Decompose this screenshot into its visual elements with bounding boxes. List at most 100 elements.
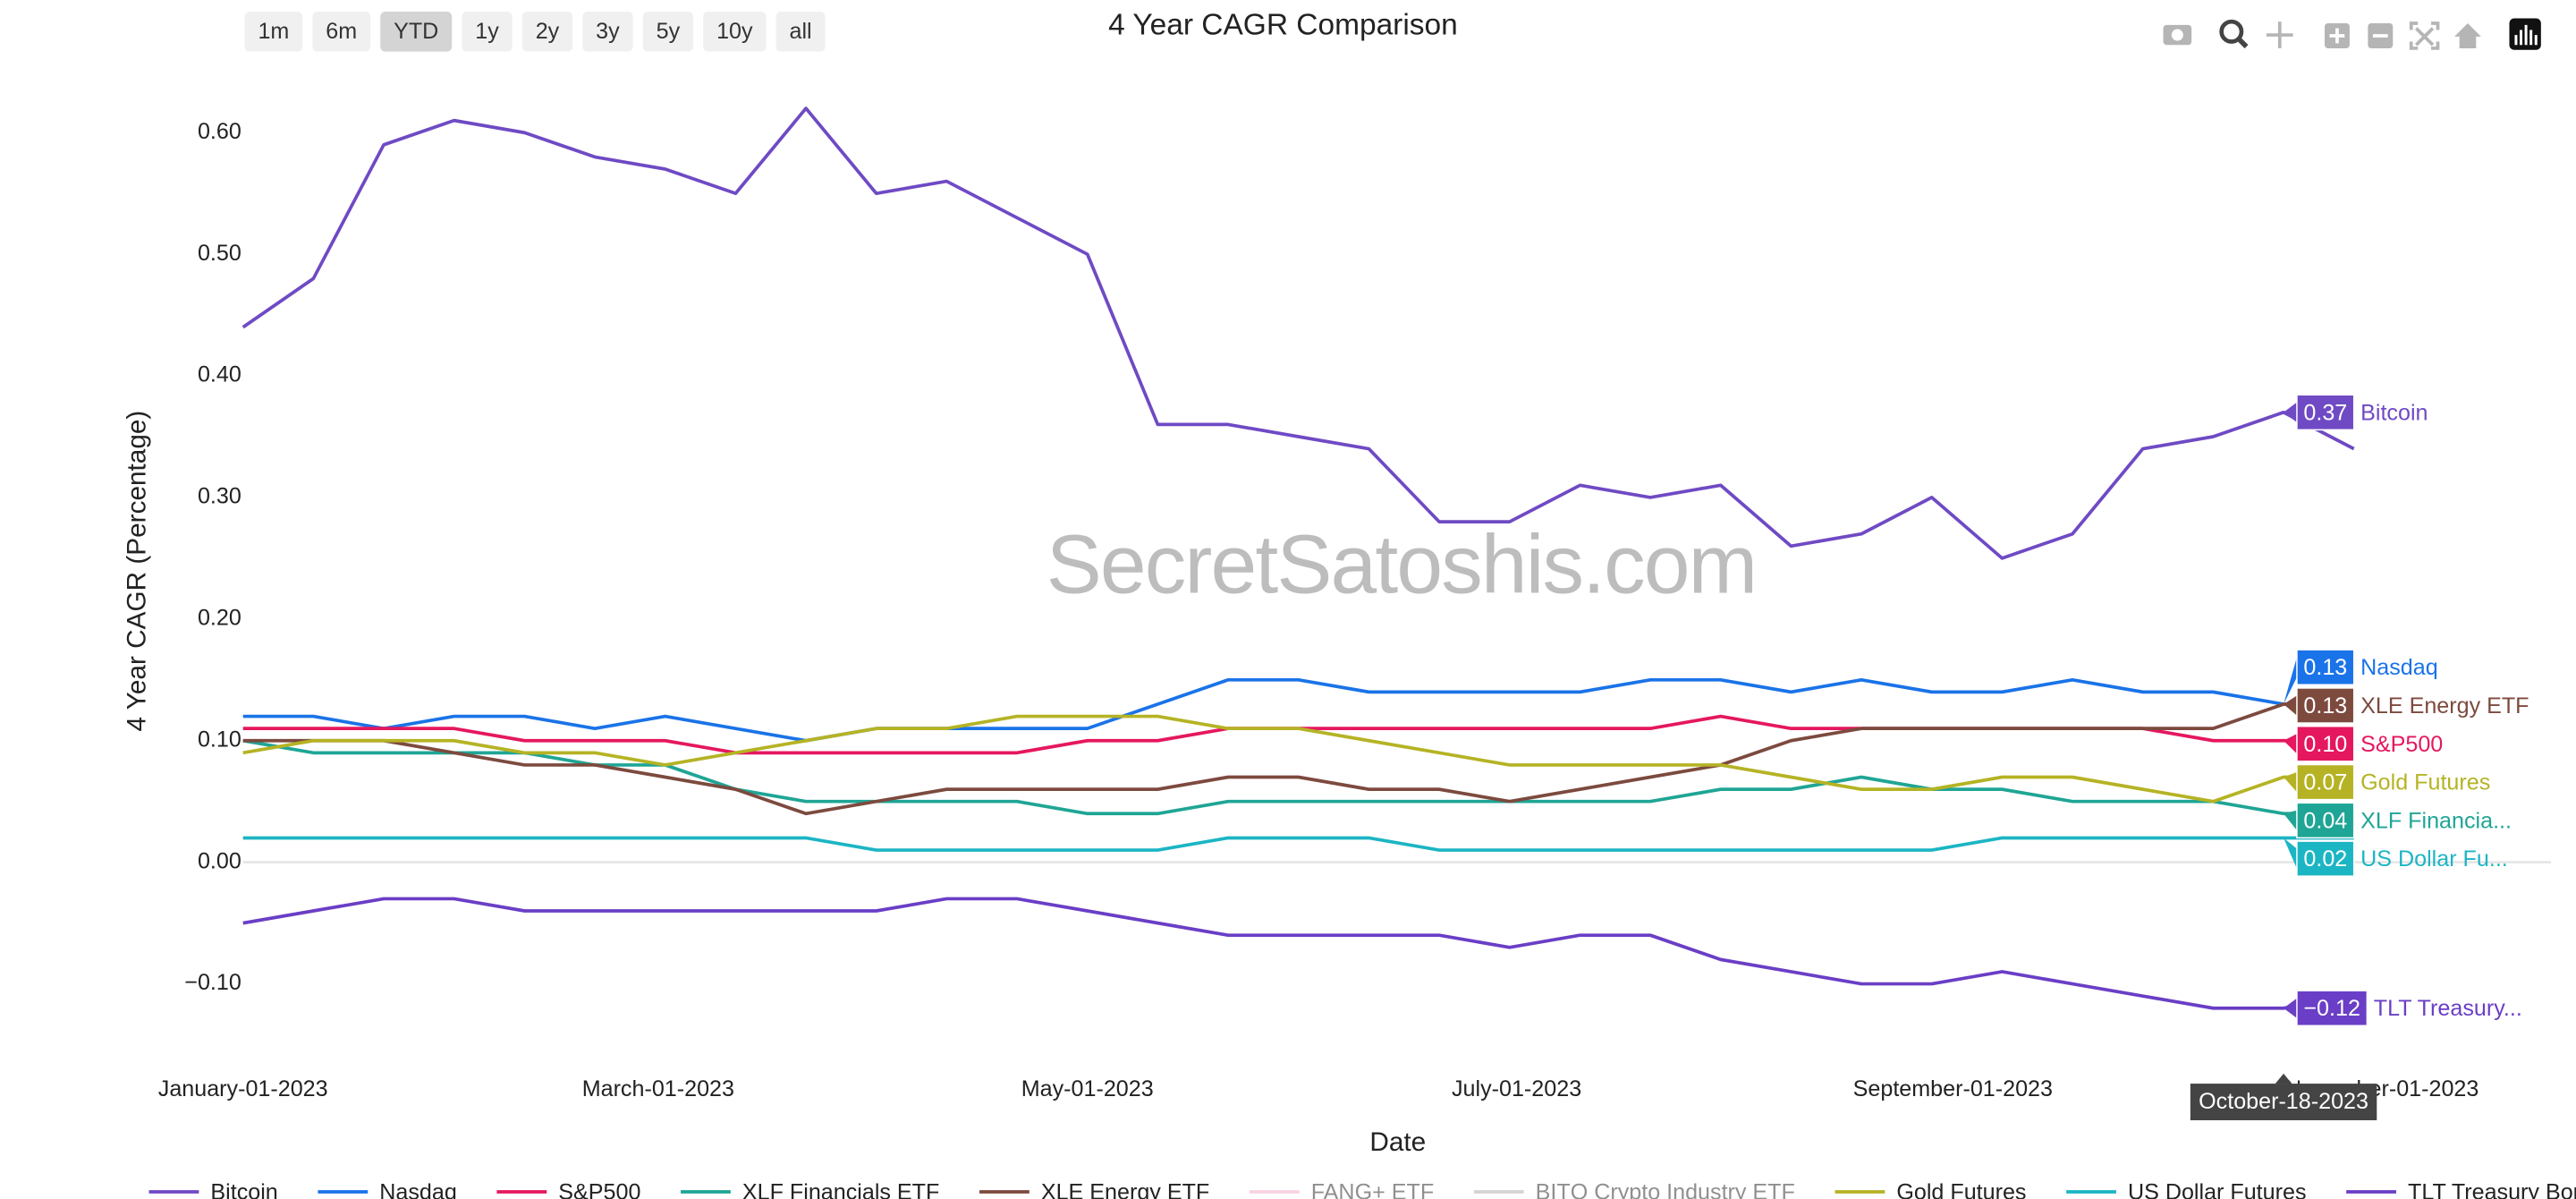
- range-button[interactable]: [521, 12, 573, 52]
- legend-item[interactable]: XLE Energy ETF: [979, 1180, 1209, 1199]
- legend-label: BITQ Crypto Industry ETF: [1536, 1180, 1795, 1199]
- zoom-out-icon[interactable]: [2368, 23, 2394, 48]
- hover-value: 0.37: [2303, 400, 2347, 425]
- legend: Bitcoin Nasdaq S&P500 XLF Financials ETF XLE…: [148, 1180, 2576, 1199]
- hover-label: −0.12 TLT Treasury...: [2284, 990, 2522, 1027]
- range-button-label[interactable]: YTD: [394, 19, 438, 44]
- hover-pointer: [2284, 998, 2297, 1018]
- range-button-label[interactable]: 3y: [596, 19, 620, 44]
- legend-label: XLE Energy ETF: [1041, 1180, 1209, 1199]
- range-button[interactable]: [642, 12, 694, 52]
- hover-value: 0.04: [2303, 808, 2347, 833]
- y-tick-label: 0.40: [198, 362, 242, 387]
- legend-item[interactable]: US Dollar Futures: [2066, 1180, 2307, 1199]
- plotly-logo[interactable]: [2509, 18, 2541, 50]
- hover-pointer: [2284, 838, 2297, 869]
- hover-value: 0.10: [2303, 732, 2347, 757]
- hover-label: 0.04 XLF Financia...: [2284, 802, 2512, 839]
- legend-item[interactable]: Nasdaq: [318, 1180, 457, 1199]
- x-tick-label: March-01-2023: [582, 1076, 734, 1101]
- range-button[interactable]: [244, 12, 303, 52]
- hover-name: TLT Treasury...: [2374, 996, 2522, 1021]
- range-button[interactable]: [703, 12, 767, 52]
- hover-pointer: [2284, 402, 2297, 422]
- hover-x-pointer: [2275, 1073, 2292, 1084]
- legend-item[interactable]: S&P500: [496, 1180, 640, 1199]
- y-tick-label: 0.10: [198, 727, 242, 752]
- hover-pointer: [2284, 695, 2297, 716]
- hover-pointer: [2284, 810, 2297, 831]
- hover-value: 0.07: [2303, 770, 2347, 795]
- range-button-label[interactable]: 6m: [326, 19, 357, 44]
- autoscale-icon[interactable]: [2409, 21, 2440, 50]
- hover-label: 0.02 US Dollar Fu...: [2284, 838, 2508, 877]
- chart-title: 4 Year CAGR Comparison: [1108, 9, 1458, 42]
- x-tick-label: January-01-2023: [158, 1076, 328, 1101]
- y-tick-label: 0.50: [198, 241, 242, 266]
- legend-label: S&P500: [558, 1180, 640, 1199]
- hover-value: 0.02: [2303, 846, 2347, 872]
- series-line: [242, 677, 2354, 743]
- hover-value: 0.13: [2303, 655, 2347, 680]
- hover-x-box: [2190, 1084, 2377, 1121]
- x-axis-title: Date: [1369, 1127, 1426, 1157]
- hover-value-box: [2296, 990, 2368, 1027]
- hover-value-box: [2296, 763, 2355, 801]
- range-button-label[interactable]: 1m: [258, 19, 289, 44]
- zoom-icon[interactable]: [2219, 19, 2249, 49]
- hover-name: US Dollar Fu...: [2360, 846, 2508, 872]
- series-line: [242, 897, 2355, 1010]
- hover-label: 0.10 S&P500: [2284, 725, 2443, 762]
- pan-icon[interactable]: [2266, 21, 2293, 48]
- hover-pointer: [2284, 771, 2297, 793]
- x-tick-label: May-01-2023: [1021, 1076, 1154, 1101]
- hover-name: XLF Financia...: [2360, 808, 2512, 833]
- range-button[interactable]: [380, 12, 453, 52]
- hover-value-box: [2296, 394, 2355, 431]
- legend-item[interactable]: FANG+ ETF: [1249, 1180, 1434, 1199]
- hover-label: 0.37 Bitcoin: [2284, 394, 2428, 431]
- legend-item[interactable]: Bitcoin: [148, 1180, 278, 1199]
- hover-name: S&P500: [2360, 732, 2443, 757]
- range-button-label[interactable]: all: [789, 19, 811, 44]
- legend-label: US Dollar Futures: [2128, 1180, 2307, 1199]
- camera-icon[interactable]: [2163, 24, 2192, 46]
- legend-item[interactable]: BITQ Crypto Industry ETF: [1473, 1180, 1795, 1199]
- series-line: [242, 702, 2354, 816]
- modebar: [2163, 18, 2541, 50]
- reset-icon[interactable]: [2454, 23, 2481, 48]
- x-tick-label: September-01-2023: [1853, 1076, 2053, 1101]
- range-button[interactable]: [775, 12, 826, 52]
- range-button[interactable]: [312, 12, 371, 52]
- range-button-label[interactable]: 5y: [657, 19, 681, 44]
- legend-item[interactable]: Gold Futures: [1835, 1180, 2027, 1199]
- hover-x-label: October-18-2023: [2199, 1089, 2368, 1114]
- range-button-label[interactable]: 1y: [475, 19, 499, 44]
- hover-label: 0.13 XLE Energy ETF: [2284, 687, 2529, 724]
- y-tick-label: 0.60: [198, 119, 242, 144]
- x-tick-label: July-01-2023: [1452, 1076, 1581, 1101]
- legend-label: FANG+ ETF: [1311, 1180, 1434, 1199]
- hover-name: Bitcoin: [2360, 400, 2428, 425]
- y-axis-title: 4 Year CAGR (Percentage): [122, 411, 151, 732]
- hover-label: 0.07 Gold Futures: [2284, 763, 2490, 801]
- y-tick-label: −0.10: [184, 970, 242, 995]
- hover-value: 0.13: [2303, 693, 2347, 719]
- hover-value: −0.12: [2303, 996, 2360, 1021]
- legend-item[interactable]: TLT Treasury Bond ETF: [2346, 1180, 2576, 1199]
- legend-label: Bitcoin: [210, 1180, 277, 1199]
- hover-value-box: [2296, 649, 2355, 685]
- series-line: [242, 836, 2354, 852]
- range-button[interactable]: [582, 12, 633, 52]
- hover-value-box: [2296, 687, 2355, 724]
- zoom-in-icon[interactable]: [2324, 23, 2350, 48]
- series-line: [242, 106, 2355, 560]
- y-tick-label: 0.00: [198, 848, 242, 873]
- hover-pointer: [2284, 734, 2297, 754]
- legend-item[interactable]: XLF Financials ETF: [681, 1180, 939, 1199]
- range-button[interactable]: [462, 12, 513, 52]
- hover-value-box: [2296, 725, 2355, 762]
- range-button-label[interactable]: 2y: [536, 19, 560, 44]
- legend-label: XLF Financials ETF: [742, 1180, 939, 1199]
- range-button-label[interactable]: 10y: [716, 19, 753, 44]
